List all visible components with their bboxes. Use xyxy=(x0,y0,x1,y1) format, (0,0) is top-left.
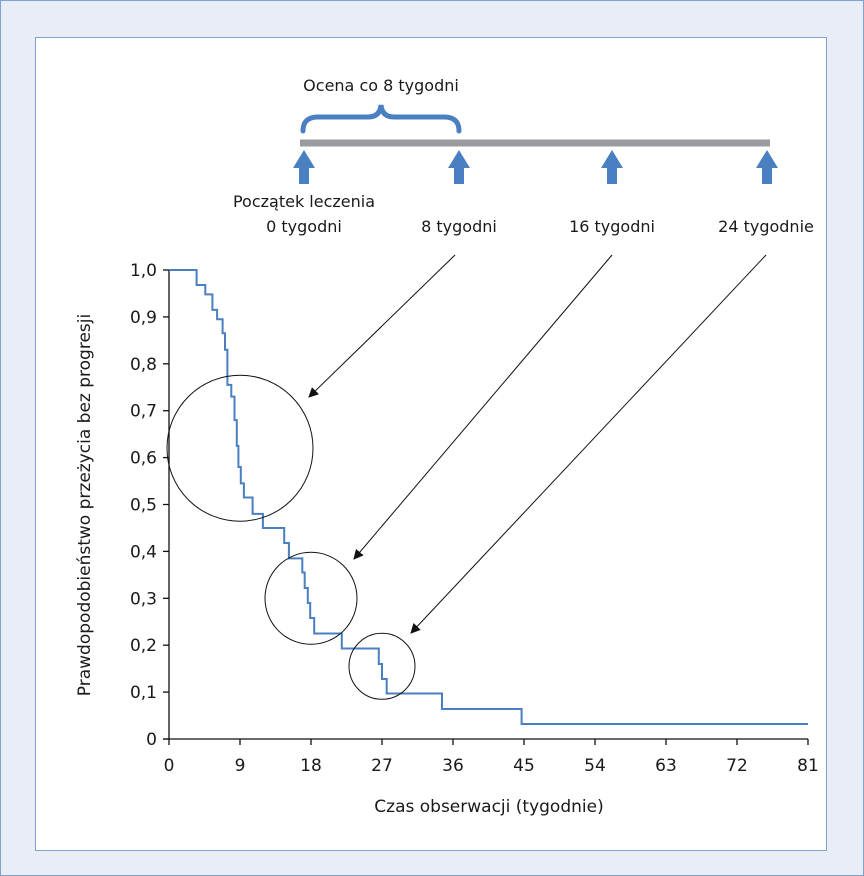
y-tick-label: 0,8 xyxy=(130,355,157,375)
timepoint-arrow-icon xyxy=(293,150,315,184)
pointer-arrow xyxy=(308,254,456,398)
y-tick-label: 0,3 xyxy=(130,589,157,609)
x-tick-label: 81 xyxy=(797,756,819,776)
x-tick-label: 0 xyxy=(164,756,175,776)
pointer-arrow xyxy=(353,254,613,560)
assessment-brace xyxy=(300,104,462,134)
survival-curve xyxy=(169,269,808,725)
brace-label: Ocena co 8 tygodni xyxy=(303,76,459,95)
y-tick-label: 0,2 xyxy=(130,636,157,656)
x-tick-label: 9 xyxy=(235,756,246,776)
x-tick-label: 27 xyxy=(371,756,393,776)
x-tick-label: 45 xyxy=(513,756,535,776)
timepoint-label: 0 tygodni xyxy=(266,217,342,236)
timepoint-arrow-icon xyxy=(756,150,778,184)
y-axis-label: Prawdopodobieństwo przeżycia bez progres… xyxy=(75,314,95,696)
highlight-circle xyxy=(166,374,314,522)
timepoint-label: 16 tygodni xyxy=(569,217,655,236)
y-tick-label: 0,7 xyxy=(130,402,157,422)
y-tick-label: 0,5 xyxy=(130,496,157,516)
pointer-arrow xyxy=(410,254,767,634)
y-tick-label: 0,6 xyxy=(130,449,157,469)
x-tick-label: 54 xyxy=(584,756,606,776)
x-tick-label: 63 xyxy=(655,756,677,776)
x-axis-label: Czas obserwacji (tygodnie) xyxy=(374,797,603,817)
y-tick-label: 0,4 xyxy=(130,542,157,562)
y-tick-label: 0,1 xyxy=(130,683,157,703)
highlight-circle xyxy=(264,551,358,645)
x-tick-label: 72 xyxy=(726,756,748,776)
y-tick-label: 0 xyxy=(146,730,157,750)
y-tick-label: 0,9 xyxy=(130,308,157,328)
y-tick-label: 1,0 xyxy=(130,261,157,281)
timepoint-label: 8 tygodni xyxy=(421,217,497,236)
timepoint-arrow-icon xyxy=(448,150,470,184)
x-tick-label: 18 xyxy=(300,756,322,776)
highlight-circle xyxy=(348,632,416,700)
x-tick-label: 36 xyxy=(442,756,464,776)
timepoint-arrow-icon xyxy=(601,150,623,184)
start-label: Początek leczenia xyxy=(233,192,375,211)
timepoint-label: 24 tygodnie xyxy=(718,217,814,236)
